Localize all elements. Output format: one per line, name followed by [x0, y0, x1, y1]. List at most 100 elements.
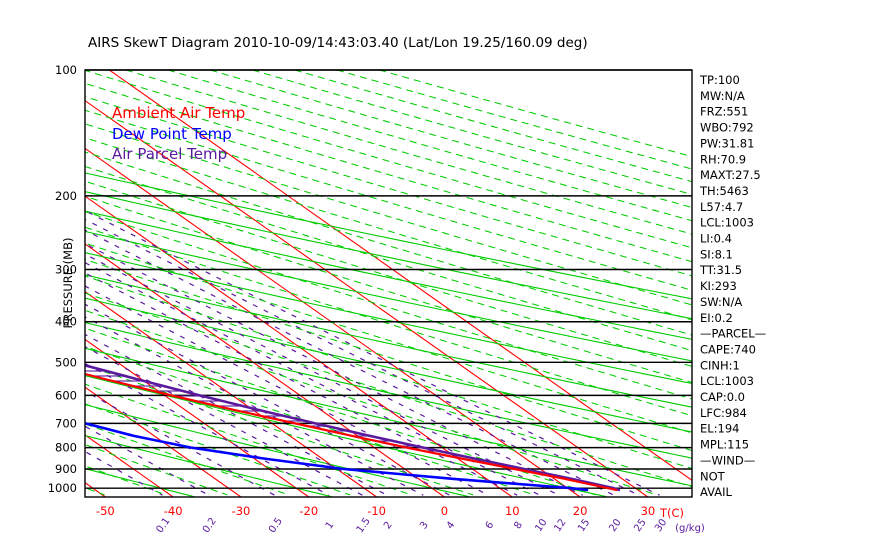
saturated-adiabat-line [85, 275, 692, 469]
mixing-ratio-tick-label: 3 [418, 520, 431, 532]
bottom-temperature-tick-label: -10 [367, 504, 386, 518]
saturated-adiabat-line [85, 211, 692, 400]
mixing-ratio-tick-label: 20 [607, 517, 623, 534]
isotherm-line [85, 147, 581, 497]
dry-adiabat-line [85, 375, 607, 497]
saturated-adiabat-line [85, 180, 692, 367]
bottom-temperature-tick-label: 10 [505, 504, 520, 518]
saturated-adiabat-line [85, 327, 597, 496]
saturated-adiabat-line [336, 70, 692, 170]
mixing-ratio-tick-label: 2 [382, 520, 395, 532]
saturated-adiabat-line [85, 487, 105, 496]
legend-dew-point-temp: Dew Point Temp [112, 125, 232, 143]
isotherm-line [85, 386, 242, 497]
panel-item-separator: AVAIL [700, 485, 733, 499]
mixing-ratio-tick-labels: 0.1 0.2 0.5 1 1.5 2 3 4 6 8 10 12 15 20 25 30 [154, 516, 669, 535]
panel-item-separator: NOT [700, 469, 726, 483]
cape-shaded-region [85, 365, 597, 485]
pressure-tick-label: 300 [55, 263, 77, 277]
pressure-tick-labels: 100 200 300 400 500 600 700 800 900 1000 [48, 63, 77, 495]
panel-item-sw: SW:N/A [700, 295, 742, 309]
mixing-ratio-tick-label: 1 [324, 520, 337, 532]
panel-item-mpl: MPL:115 [700, 438, 749, 452]
page-title: AIRS SkewT Diagram 2010-10-09/14:43:03.4… [88, 35, 588, 51]
saturated-adiabat-line [85, 82, 692, 263]
mixing-ratio-tick-label: 0.5 [267, 516, 285, 535]
mixing-ratio-tick-label: 4 [445, 520, 458, 532]
mixing-ratio-tick-label: 0.1 [154, 516, 172, 535]
saturated-adiabat-line [85, 151, 692, 336]
saturated-adiabat-line [85, 109, 692, 291]
panel-item-th: TH:5463 [699, 184, 749, 198]
dry-adiabat-line [85, 347, 692, 487]
dry-adiabat-line [85, 297, 692, 433]
saturated-adiabat-line [85, 292, 692, 488]
isotherm-line [85, 99, 649, 497]
bottom-temperature-tick-label: -50 [96, 504, 115, 518]
isotherm-line [85, 243, 445, 497]
dry-adiabat-line [85, 210, 692, 340]
isotherm-line [85, 482, 106, 497]
mixing-ratio-tick-label: 15 [576, 517, 592, 534]
panel-item-frz: FRZ:551 [700, 105, 748, 119]
mixing-ratio-line [85, 272, 518, 496]
isotherm-line [85, 338, 310, 497]
pressure-tick-label: 1000 [48, 481, 77, 495]
panel-item-ki: KI:293 [700, 279, 737, 293]
panel-item-lcl: LCL:1003 [700, 374, 754, 388]
pressure-tick-label: 200 [55, 189, 77, 203]
panel-item-li: LI:0.4 [700, 232, 732, 246]
saturated-adiabat-line [85, 123, 692, 306]
saturated-adiabat-line [294, 70, 692, 183]
panel-item-separator: —WIND— [700, 453, 755, 467]
mixing-ratio-line [85, 390, 276, 496]
cape-area [85, 365, 597, 485]
mixing-ratio-axis-label: (g/kg) [675, 523, 705, 534]
mixing-ratio-tick-label: 25 [632, 517, 648, 534]
saturated-adiabat-line [85, 423, 289, 496]
mixing-ratio-line [85, 218, 640, 496]
panel-item-pw: PW:31.81 [700, 136, 754, 150]
pressure-tick-label: 700 [55, 416, 77, 430]
ambient-profile-line [85, 372, 618, 492]
panel-item-cinh: CINH:1 [700, 358, 740, 372]
bottom-temperature-tick-label: 30 [641, 504, 656, 518]
bottom-temperature-tick-label: -30 [232, 504, 251, 518]
isotherm-line [85, 290, 377, 497]
panel-item-lfc: LFC:984 [700, 406, 747, 420]
dry-adiabat-line [85, 404, 470, 497]
legend-air-parcel-temp: Air Parcel Temp [112, 145, 227, 163]
mixing-ratio-tick-label: 12 [552, 517, 568, 534]
panel-item-el: EL:194 [700, 422, 740, 436]
panel-item-l57: L57:4.7 [700, 200, 743, 214]
saturated-adiabat-line [0, 70, 43, 495]
pressure-tick-label: 500 [55, 355, 77, 369]
panel-item-rh: RH:70.9 [700, 152, 746, 166]
panel-item-ei: EI:0.2 [700, 311, 733, 325]
mixing-ratio-tick-label: 10 [533, 517, 549, 534]
saturated-adiabat-line [85, 364, 474, 496]
isotherm-line [0, 70, 38, 497]
mixing-ratio-line [85, 253, 560, 496]
legend-ambient-air-temp: Ambient Air Temp [112, 104, 245, 122]
parcel-curve [85, 364, 621, 492]
panel-item-tp: TP:100 [699, 73, 740, 87]
pressure-axis-label: PRESSURE (MB) [61, 238, 75, 329]
panel-item-lcl: LCL:1003 [700, 216, 754, 230]
saturated-adiabat-line [85, 258, 692, 452]
saturated-adiabat-line [210, 70, 692, 209]
panel-item-si: SI:8.1 [700, 247, 733, 261]
dewpoint-curve [85, 421, 589, 492]
mixing-ratio-tick-label: 8 [512, 520, 525, 532]
bottom-temperature-tick-label: 20 [573, 504, 588, 518]
dry-adiabat-line [85, 321, 692, 459]
temperature-axis-label: T(C) [659, 506, 684, 520]
panel-item-maxt: MAXT:27.5 [700, 168, 761, 182]
pressure-tick-label: 400 [55, 315, 77, 329]
dry-adiabat-line [85, 172, 692, 300]
dry-adiabat-line [85, 434, 332, 497]
panel-item-cape: CAPE:740 [700, 342, 756, 356]
panel-item-separator: —PARCEL— [700, 327, 766, 341]
